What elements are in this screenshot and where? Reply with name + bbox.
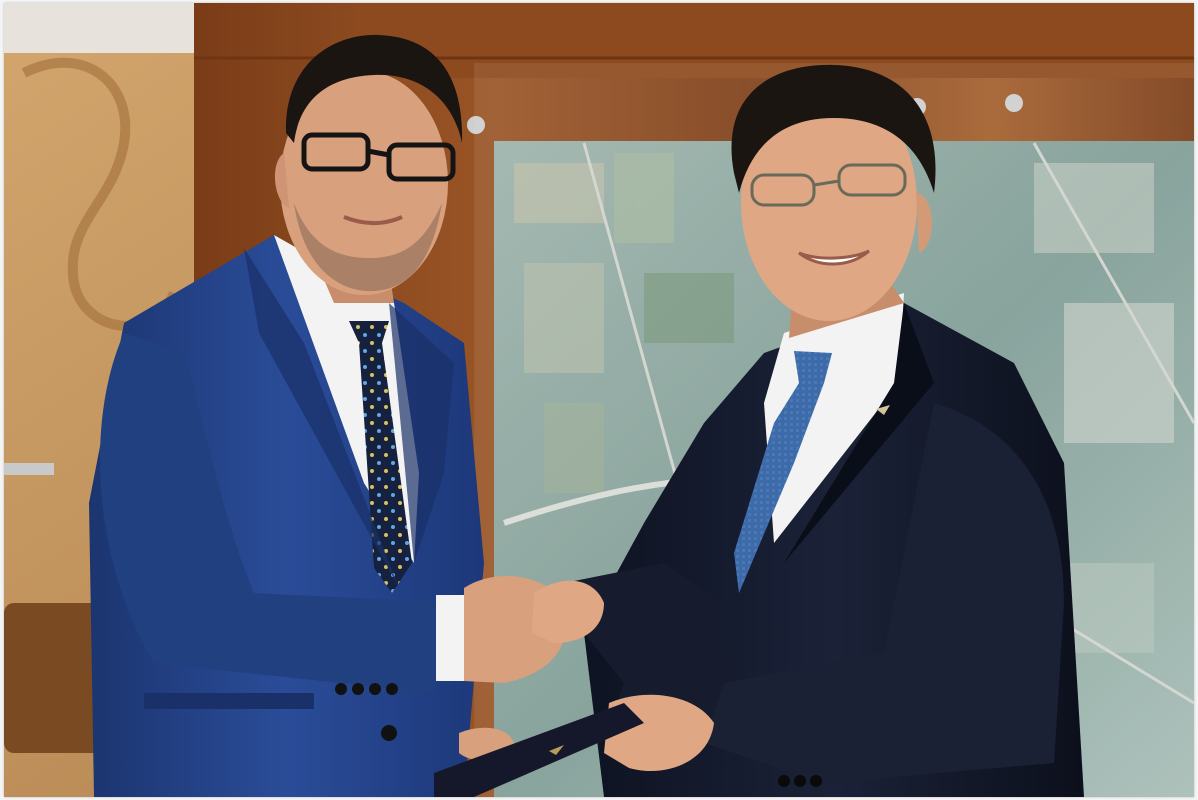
left-man-pocket xyxy=(144,693,314,709)
right-man-lapel xyxy=(784,303,934,563)
right-man-head xyxy=(741,85,917,321)
glasses-icon xyxy=(750,163,907,207)
left-man-head xyxy=(280,71,448,295)
door-handle xyxy=(4,463,54,475)
glasses-icon xyxy=(301,132,456,182)
photograph xyxy=(4,3,1194,797)
folder-emblem-icon xyxy=(549,745,564,755)
right-man-smile xyxy=(798,249,870,266)
lapel-pin-icon xyxy=(876,405,890,415)
right-man-ear xyxy=(916,193,932,253)
left-man-tie xyxy=(349,321,412,593)
document-folder xyxy=(434,703,644,797)
left-man-arm xyxy=(100,333,454,693)
glass-pin xyxy=(467,116,485,134)
left-man xyxy=(89,34,567,797)
left-man-hair xyxy=(285,34,463,143)
left-man-ear xyxy=(274,153,289,208)
left-man-mouth xyxy=(343,215,403,225)
wood-panel-top xyxy=(359,3,1194,78)
right-man xyxy=(532,64,1084,797)
left-man-lapel xyxy=(244,248,399,588)
right-man-hair xyxy=(731,64,936,193)
left-man-lapel xyxy=(389,303,454,563)
right-man-sleeve-buttons xyxy=(778,775,822,787)
map-road xyxy=(1032,142,1194,424)
right-man-hand xyxy=(532,580,604,643)
glass-pin xyxy=(1005,94,1023,112)
chair-back xyxy=(4,603,114,753)
left-man-jacket-button xyxy=(381,725,397,741)
right-man-arm xyxy=(704,403,1064,783)
wall-decor-swirl xyxy=(21,57,179,331)
left-man-sleeve-buttons xyxy=(335,683,398,695)
right-man-tie xyxy=(734,351,832,593)
left-man-beard xyxy=(294,203,442,292)
